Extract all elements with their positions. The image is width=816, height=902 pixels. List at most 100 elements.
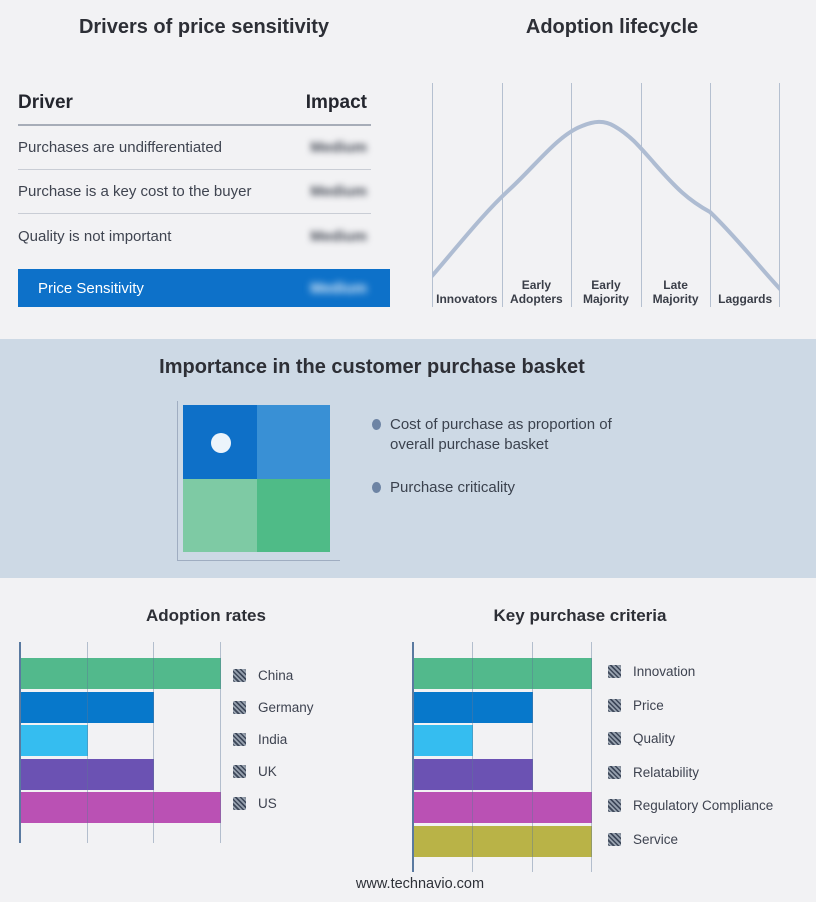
lifecycle-curve: [432, 119, 780, 291]
price-sensitivity-row: Price Sensitivity Medium: [18, 269, 390, 307]
quadrant-cell-4: [256, 478, 330, 552]
basket-bullet-list: Cost of purchase as proportion of overal…: [372, 415, 620, 522]
lifecycle-stage-labels: Innovators Early Adopters Early Majority La…: [432, 274, 780, 306]
bar-quality: [414, 725, 474, 756]
legend-swatch-icon: [608, 799, 621, 812]
drivers-table: Driver Impact Purchases are undifferenti…: [18, 92, 371, 258]
basket-bullet-item: Cost of purchase as proportion of overal…: [372, 415, 620, 454]
basket-title: Importance in the customer purchase bask…: [159, 356, 585, 378]
legend-item: Quality: [608, 731, 773, 746]
quadrant-cell-2: [256, 405, 330, 479]
adoption-rates-title: Adoption rates: [146, 606, 266, 625]
legend-label: Service: [633, 831, 679, 847]
legend-item: India: [233, 732, 314, 747]
bar-service: [414, 825, 592, 857]
lifecycle-gridline: [640, 83, 642, 307]
driver-cell: Purchase is a key cost to the buyer: [18, 183, 252, 200]
website-url: www.technavio.com: [355, 876, 485, 892]
purchase-criteria-plot: [412, 642, 592, 872]
bar-price: [414, 691, 533, 723]
bar-innovation: [414, 658, 592, 689]
value-gridline: [220, 642, 221, 843]
impact-cell: Medium: [310, 139, 367, 156]
bar-relatability: [414, 758, 533, 790]
legend-item: Relatability: [608, 764, 773, 780]
value-gridline: [153, 642, 155, 843]
value-gridline: [531, 642, 533, 872]
lifecycle-gridline: [571, 83, 573, 307]
legend-item: US: [233, 796, 314, 811]
bar-regulatory-compliance: [414, 792, 592, 823]
legend-label: UK: [258, 764, 277, 779]
driver-cell: Quality is not important: [18, 227, 172, 245]
legend-label: Quality: [633, 731, 676, 746]
value-gridline: [86, 642, 88, 843]
legend-swatch-icon: [233, 669, 246, 682]
quadrant-matrix: [183, 405, 330, 552]
position-marker-dot: [211, 433, 231, 453]
driver-cell: Purchases are undifferentiated: [18, 139, 223, 156]
lifecycle-gridline: [779, 83, 780, 307]
stage-label: Innovators: [436, 292, 498, 306]
purchase-criteria-legend: Innovation Price Quality Relatability Regula…: [608, 664, 774, 866]
adoption-rates-plot: [19, 642, 221, 843]
bar-us: [21, 792, 221, 823]
legend-label: China: [258, 668, 294, 683]
driver-table-row: Quality is not important Medium: [18, 214, 371, 258]
legend-label: Innovation: [633, 664, 696, 679]
bar-uk: [21, 758, 155, 790]
stage-label: Early Adopters: [510, 278, 563, 306]
column-header-driver: Driver: [18, 92, 73, 113]
legend-item: Service: [608, 831, 773, 847]
lifecycle-gridline: [432, 83, 433, 307]
purchase-criteria-title: Key purchase criteria: [493, 606, 667, 625]
value-gridline: [472, 642, 474, 872]
lifecycle-plot: Innovators Early Adopters Early Majority La…: [432, 83, 780, 307]
legend-swatch-icon: [233, 733, 246, 746]
basket-bullet-item: Purchase criticality: [372, 478, 620, 498]
stage-label: Laggards: [718, 292, 773, 306]
adoption-rates-legend: China Germany India UK US: [233, 668, 314, 829]
legend-swatch-icon: [233, 765, 246, 778]
legend-swatch-icon: [233, 797, 246, 810]
stage-label: Late Majority: [652, 278, 699, 306]
lifecycle-title: Adoption lifecycle: [525, 16, 699, 38]
legend-label: Regulatory Compliance: [633, 798, 774, 813]
legend-label: Relatability: [633, 764, 700, 780]
value-gridline: [591, 642, 592, 872]
bar-china: [21, 658, 221, 689]
legend-label: US: [258, 796, 277, 811]
legend-item: China: [233, 668, 314, 683]
quadrant-cell-3: [183, 478, 257, 552]
driver-table-row: Purchase is a key cost to the buyer Mediu…: [18, 170, 371, 214]
legend-item: Germany: [233, 700, 314, 715]
drivers-table-header: Driver Impact: [18, 92, 371, 126]
drivers-title: Drivers of price sensitivity: [78, 16, 330, 38]
legend-swatch-icon: [608, 832, 621, 846]
bell-curve-path: [432, 119, 780, 291]
drivers-table-body: Purchases are undifferentiated Medium Purc…: [18, 126, 371, 258]
impact-cell: Medium: [310, 183, 367, 200]
legend-swatch-icon: [608, 665, 621, 678]
legend-swatch-icon: [608, 698, 621, 712]
legend-swatch-icon: [608, 765, 621, 779]
legend-label: India: [258, 732, 288, 747]
quadrant-x-axis: [177, 560, 340, 561]
price-sensitivity-impact-value: Medium: [310, 279, 367, 297]
legend-item: Innovation: [608, 664, 773, 679]
stage-label: Early Majority: [582, 278, 629, 306]
legend-swatch-icon: [233, 701, 246, 714]
basket-band: Importance in the customer purchase bask…: [0, 339, 816, 578]
legend-item: Price: [608, 697, 773, 713]
legend-swatch-icon: [608, 732, 621, 745]
driver-table-row: Purchases are undifferentiated Medium: [18, 126, 371, 170]
lifecycle-gridline: [710, 83, 712, 307]
column-header-impact: Impact: [305, 92, 367, 113]
legend-label: Price: [633, 697, 664, 713]
quadrant-y-axis: [177, 401, 178, 561]
legend-item: UK: [233, 764, 314, 779]
impact-cell: Medium: [310, 227, 367, 245]
legend-label: Germany: [258, 700, 314, 715]
bar-germany: [21, 691, 155, 723]
